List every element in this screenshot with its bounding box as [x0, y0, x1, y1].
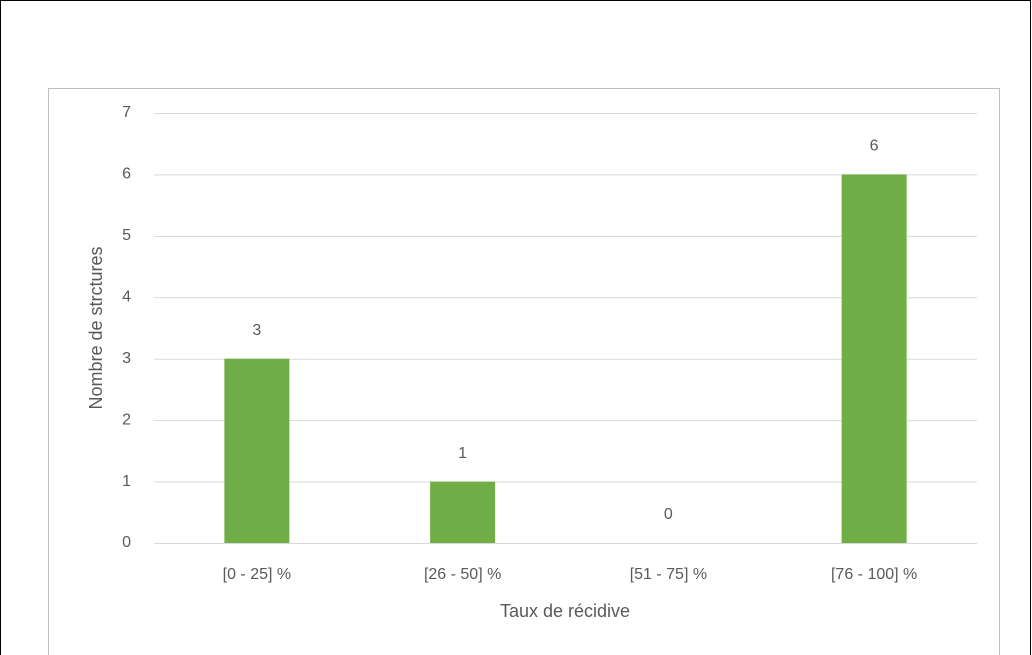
y-axis-label: Nombre de strctures: [86, 246, 106, 409]
x-tick-label: [0 - 25] %: [223, 566, 291, 583]
bar: [224, 358, 290, 543]
y-tick-label: 7: [122, 104, 131, 121]
x-tick-label: [51 - 75] %: [630, 566, 707, 583]
y-tick-label: 6: [122, 166, 131, 183]
data-label: 0: [664, 506, 673, 523]
y-tick-label: 2: [122, 411, 131, 428]
y-tick-label: 4: [122, 289, 131, 306]
x-tick-label: [26 - 50] %: [424, 566, 501, 583]
data-label: 1: [458, 445, 467, 462]
y-tick-label: 3: [122, 350, 131, 367]
y-tick-label: 1: [122, 473, 131, 490]
y-tick-label: 0: [122, 534, 131, 551]
x-tick-label: [76 - 100] %: [831, 566, 917, 583]
bar: [430, 481, 496, 543]
data-label: 6: [870, 138, 879, 155]
x-axis-label: Taux de récidive: [500, 601, 630, 621]
y-tick-label: 5: [122, 227, 131, 244]
chart-frame: [48, 88, 1000, 655]
bar: [841, 174, 907, 543]
data-label: 3: [252, 322, 261, 339]
